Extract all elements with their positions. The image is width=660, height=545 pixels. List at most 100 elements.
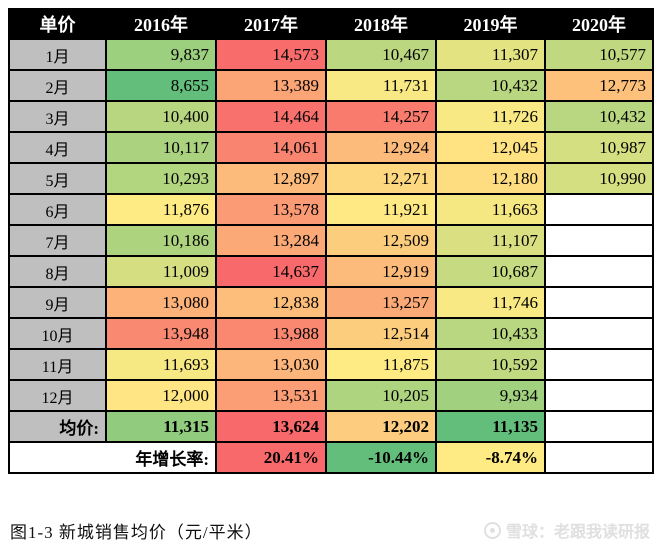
month-row: 2月 8,655 13,389 11,731 10,432 12,773	[8, 69, 654, 102]
month-label: 12月	[8, 379, 107, 412]
price-cell: 11,009	[105, 255, 217, 288]
month-label: 2月	[8, 69, 107, 102]
xueqiu-logo-icon	[483, 521, 501, 539]
price-cell: 11,107	[435, 224, 546, 257]
watermark: 雪球：老跟我读研报	[483, 518, 650, 542]
price-cell: 13,284	[215, 224, 327, 257]
price-cell: 10,433	[435, 317, 546, 350]
price-cell: 12,509	[325, 224, 437, 257]
month-row: 7月 10,186 13,284 12,509 11,107	[8, 224, 654, 257]
price-cell: 12,514	[325, 317, 437, 350]
price-cell: 13,389	[215, 69, 327, 102]
price-cell: 8,655	[105, 69, 217, 102]
empty-cell	[544, 410, 654, 443]
month-row: 1月 9,837 14,573 10,467 11,307 10,577	[8, 38, 654, 71]
price-cell: 11,731	[325, 69, 437, 102]
price-cell: 11,876	[105, 193, 217, 226]
month-label: 6月	[8, 193, 107, 226]
price-cell: 14,573	[215, 38, 327, 71]
price-cell: 13,948	[105, 317, 217, 350]
price-cell: 10,186	[105, 224, 217, 257]
empty-cell	[544, 441, 654, 474]
header-row: 单价 2016年 2017年 2018年 2019年 2020年	[8, 8, 654, 40]
empty-cell	[544, 255, 654, 288]
price-cell: 11,726	[435, 100, 546, 133]
growth-cell: -8.74%	[435, 441, 546, 474]
price-cell: 14,061	[215, 131, 327, 164]
month-label: 11月	[8, 348, 107, 381]
price-cell: 11,746	[435, 286, 546, 319]
price-cell: 10,467	[325, 38, 437, 71]
price-cell: 10,990	[544, 162, 654, 195]
month-row: 3月 10,400 14,464 14,257 11,726 10,432	[8, 100, 654, 133]
empty-cell	[544, 286, 654, 319]
average-cell: 13,624	[215, 410, 327, 443]
price-cell: 9,934	[435, 379, 546, 412]
price-cell: 12,897	[215, 162, 327, 195]
growth-cell: 20.41%	[215, 441, 327, 474]
month-label: 7月	[8, 224, 107, 257]
year-header: 2019年	[435, 8, 546, 40]
month-row: 5月 10,293 12,897 12,271 12,180 10,990	[8, 162, 654, 195]
price-cell: 13,531	[215, 379, 327, 412]
month-row: 12月 12,000 13,531 10,205 9,934	[8, 379, 654, 412]
price-cell: 13,578	[215, 193, 327, 226]
watermark-text: 雪球：老跟我读研报	[505, 524, 650, 541]
average-cell: 12,202	[325, 410, 437, 443]
price-cell: 10,987	[544, 131, 654, 164]
price-cell: 13,030	[215, 348, 327, 381]
month-label: 8月	[8, 255, 107, 288]
price-cell: 14,464	[215, 100, 327, 133]
average-row: 均价: 11,315 13,624 12,202 11,135	[8, 410, 654, 443]
price-cell: 11,307	[435, 38, 546, 71]
empty-cell	[544, 379, 654, 412]
month-row: 9月 13,080 12,838 13,257 11,746	[8, 286, 654, 319]
growth-cell: -10.44%	[325, 441, 437, 474]
month-label: 1月	[8, 38, 107, 71]
price-cell: 13,988	[215, 317, 327, 350]
price-cell: 12,838	[215, 286, 327, 319]
table-body: 1月 9,837 14,573 10,467 11,307 10,577 2月 8,655 13…	[8, 38, 654, 474]
price-cell: 10,205	[325, 379, 437, 412]
month-row: 10月 13,948 13,988 12,514 10,433	[8, 317, 654, 350]
price-cell: 14,637	[215, 255, 327, 288]
price-cell: 10,432	[544, 100, 654, 133]
price-cell: 10,117	[105, 131, 217, 164]
price-cell: 11,693	[105, 348, 217, 381]
month-row: 11月 11,693 13,030 11,875 10,592	[8, 348, 654, 381]
price-cell: 12,271	[325, 162, 437, 195]
price-cell: 12,773	[544, 69, 654, 102]
month-label: 10月	[8, 317, 107, 350]
price-cell: 13,080	[105, 286, 217, 319]
month-label: 3月	[8, 100, 107, 133]
empty-cell	[544, 224, 654, 257]
month-label: 9月	[8, 286, 107, 319]
average-cell: 11,315	[105, 410, 217, 443]
empty-cell	[544, 317, 654, 350]
growth-label: 年增长率:	[8, 441, 217, 474]
price-cell: 10,432	[435, 69, 546, 102]
price-cell: 12,924	[325, 131, 437, 164]
average-label: 均价:	[8, 410, 107, 443]
price-cell: 12,180	[435, 162, 546, 195]
price-cell: 11,921	[325, 193, 437, 226]
year-header: 2018年	[325, 8, 437, 40]
price-cell: 10,400	[105, 100, 217, 133]
growth-row: 年增长率: 20.41% -10.44% -8.74%	[8, 441, 654, 474]
price-cell: 10,577	[544, 38, 654, 71]
price-cell: 12,000	[105, 379, 217, 412]
year-header: 2017年	[215, 8, 327, 40]
month-row: 8月 11,009 14,637 12,919 10,687	[8, 255, 654, 288]
price-cell: 10,293	[105, 162, 217, 195]
month-label: 4月	[8, 131, 107, 164]
price-heatmap-table: 单价 2016年 2017年 2018年 2019年 2020年 1月 9,837 14,57…	[8, 8, 654, 474]
empty-cell	[544, 348, 654, 381]
price-cell: 10,687	[435, 255, 546, 288]
price-cell: 9,837	[105, 38, 217, 71]
year-header: 2020年	[544, 8, 654, 40]
average-cell: 11,135	[435, 410, 546, 443]
price-cell: 11,875	[325, 348, 437, 381]
corner-header: 单价	[8, 8, 107, 40]
month-row: 4月 10,117 14,061 12,924 12,045 10,987	[8, 131, 654, 164]
